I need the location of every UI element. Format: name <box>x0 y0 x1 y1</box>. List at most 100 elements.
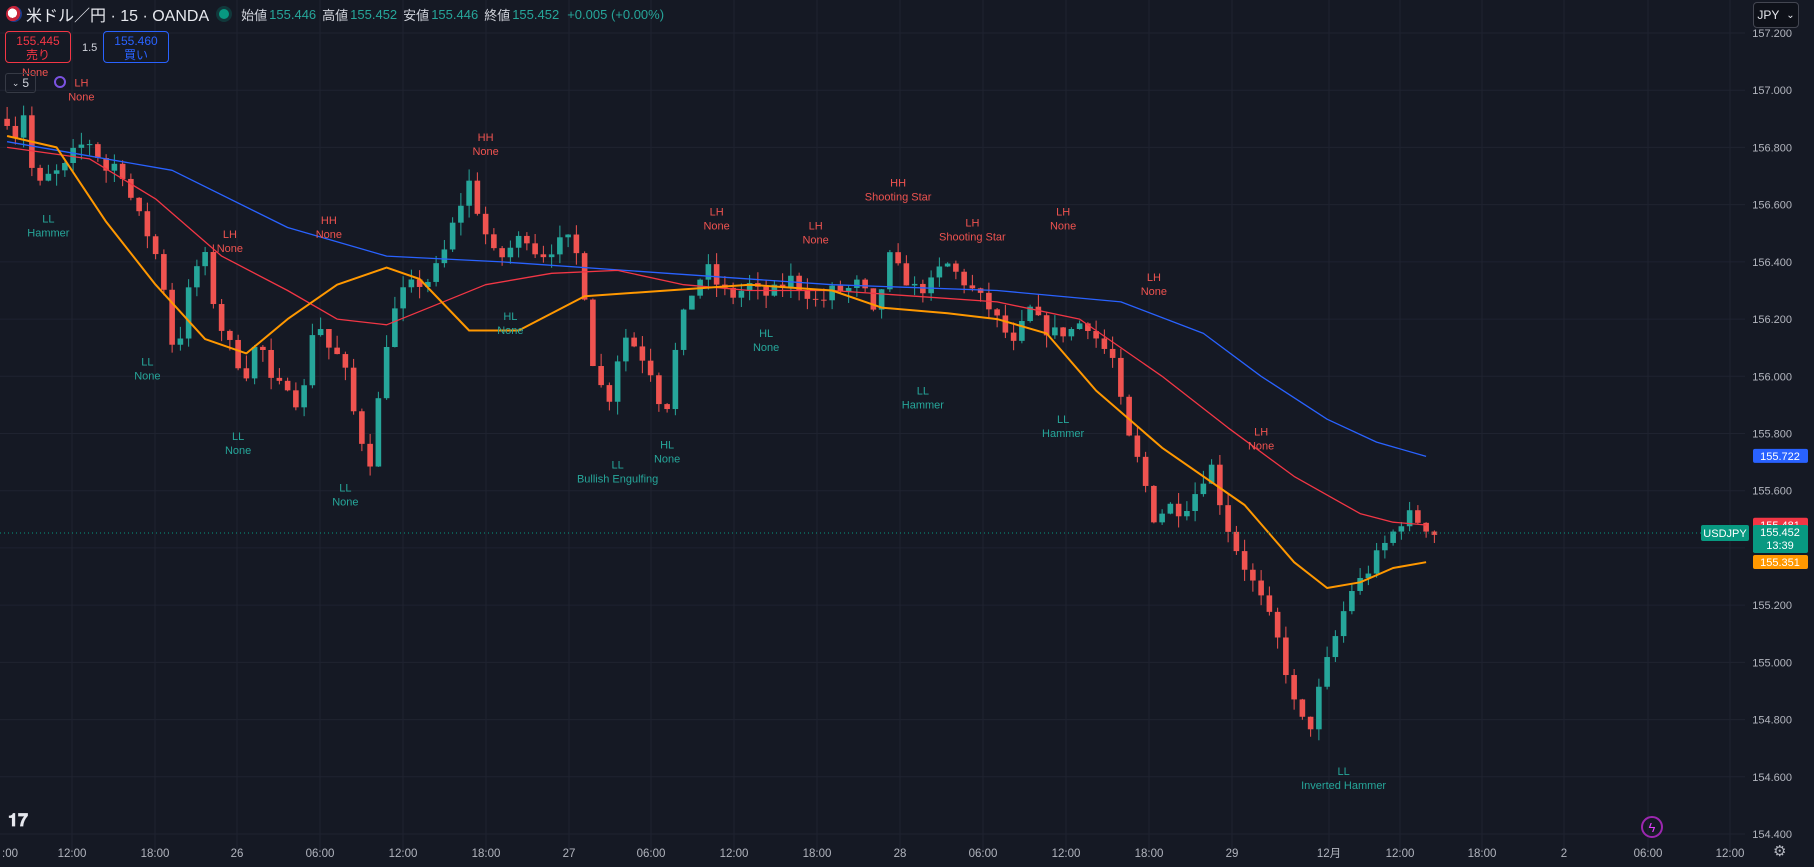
candle-body <box>276 377 283 381</box>
x-tick-label: 06:00 <box>306 848 335 860</box>
pattern-label-name: None <box>472 146 498 158</box>
candle-body <box>1019 321 1025 341</box>
candle-body <box>309 335 316 386</box>
close-value: 155.452 <box>512 6 560 22</box>
candle-body <box>458 205 464 223</box>
candle-body <box>911 283 918 286</box>
candle-body <box>251 346 258 379</box>
y-tick-label: 155.000 <box>1752 657 1792 669</box>
x-tick-label: :00 <box>2 848 18 860</box>
candle-body <box>738 290 745 298</box>
candle-body <box>235 339 241 369</box>
candle-body <box>953 263 959 272</box>
chevron-down-icon: ⌄ <box>11 77 20 88</box>
sync-icon[interactable] <box>54 76 66 88</box>
candle-body <box>53 170 60 174</box>
currency-button[interactable]: JPY ⌄ <box>1753 2 1799 28</box>
candle-body <box>62 163 68 171</box>
x-tick-label: 12:00 <box>1386 848 1415 860</box>
candle-body <box>647 360 654 376</box>
lightning-icon[interactable]: ϟ <box>1641 816 1663 838</box>
buy-button[interactable]: 155.460 買い <box>103 31 169 63</box>
candle-body <box>515 235 522 248</box>
candle-body <box>103 157 109 171</box>
candle-body <box>730 287 736 298</box>
indicator-count: 5 <box>22 76 30 90</box>
pattern-label-type: LH <box>809 221 823 233</box>
candle-body <box>1258 580 1264 596</box>
candle-body <box>416 279 423 287</box>
candle-body <box>1324 657 1330 687</box>
pattern-label-type: LH <box>1147 272 1161 284</box>
candle-body <box>78 144 85 148</box>
candle-body <box>169 289 175 345</box>
candle-body <box>1010 332 1017 341</box>
price-tag-countdown: 13:39 <box>1766 540 1794 552</box>
candle-body <box>1283 637 1289 676</box>
pattern-label-name: None <box>753 342 779 354</box>
price-axis <box>1745 0 1814 867</box>
candle-body <box>705 264 712 280</box>
candle-body <box>1126 396 1132 436</box>
x-tick-label: 18:00 <box>1468 848 1497 860</box>
candle-body <box>86 144 93 146</box>
candle-body <box>928 277 934 294</box>
y-tick-label: 155.600 <box>1752 486 1792 498</box>
indicator-toggle-button[interactable]: ⌄ 5 <box>5 73 36 93</box>
candle-body <box>1101 338 1108 349</box>
candle-body <box>136 197 142 212</box>
candle-body <box>4 118 10 126</box>
candle-body <box>301 385 307 408</box>
grid <box>0 0 1745 851</box>
candle-body <box>326 329 332 348</box>
candle-body <box>895 252 901 264</box>
candle-body <box>936 266 943 278</box>
candle-body <box>449 222 456 250</box>
candle-body <box>812 298 819 300</box>
x-tick-label: 29 <box>1226 848 1239 860</box>
candle-body <box>689 295 695 310</box>
candle-body <box>119 163 126 179</box>
y-tick-label: 156.800 <box>1752 142 1792 154</box>
y-tick-label: 154.600 <box>1752 772 1792 784</box>
candle-body <box>540 254 547 258</box>
candle-body <box>1142 456 1149 486</box>
x-tick-label: 12:00 <box>389 848 418 860</box>
x-tick-label: 12:00 <box>1052 848 1081 860</box>
symbol-title[interactable]: 米ドル／円 · 15 · OANDA <box>26 8 210 25</box>
y-tick-label: 156.400 <box>1752 257 1792 269</box>
candle-body <box>474 180 481 214</box>
x-tick-label: 18:00 <box>803 848 832 860</box>
sell-button[interactable]: 155.445 売り <box>5 31 71 63</box>
candle-body <box>268 349 274 378</box>
currency-label: JPY <box>1757 8 1780 22</box>
candle-body <box>12 125 19 138</box>
candle-body <box>194 266 200 288</box>
pattern-label-type: HL <box>759 328 773 340</box>
candle-body <box>1373 550 1380 574</box>
candle-body <box>317 329 324 336</box>
pattern-label-type: HH <box>890 178 906 190</box>
x-tick-label: 28 <box>894 848 907 860</box>
candle-body <box>1151 485 1157 523</box>
gear-icon[interactable]: ⚙ <box>1773 843 1787 860</box>
pattern-label-type: LL <box>339 483 351 495</box>
candle-body <box>1332 636 1339 658</box>
candle-body <box>581 253 588 300</box>
candle-body <box>1291 675 1297 700</box>
candle-body <box>334 347 340 355</box>
candle-body <box>557 237 563 255</box>
candle-body <box>218 304 225 331</box>
candle-body <box>95 144 101 158</box>
x-tick-label: 2 <box>1561 848 1567 860</box>
pattern-label-name: None <box>217 243 243 255</box>
price-tag-value: 155.452 <box>1760 527 1800 539</box>
candle-body <box>1200 483 1207 495</box>
candle-body <box>713 264 720 285</box>
symbol-tag <box>1701 525 1749 542</box>
candle-body <box>202 252 208 267</box>
candle-body <box>837 285 844 292</box>
candle-body <box>854 279 860 288</box>
x-tick-label: 06:00 <box>969 848 998 860</box>
